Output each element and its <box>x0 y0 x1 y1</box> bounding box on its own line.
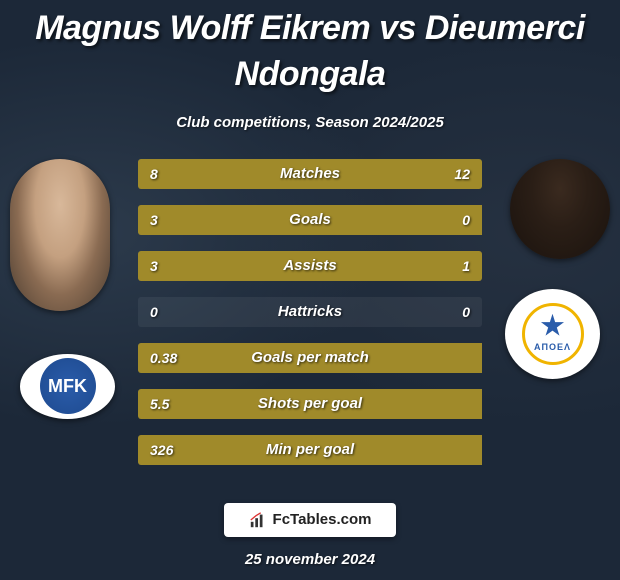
stat-row: 326Min per goal <box>138 435 482 465</box>
club-right-logo: ΑΠΟΕΛ <box>522 303 584 365</box>
brand-badge[interactable]: FcTables.com <box>224 503 396 537</box>
stat-row: 30Goals <box>138 205 482 235</box>
chart-icon <box>249 511 267 529</box>
stat-label: Shots per goal <box>138 389 482 419</box>
stat-row: 31Assists <box>138 251 482 281</box>
page-title: Magnus Wolff Eikrem vs Dieumerci Ndongal… <box>0 0 620 98</box>
stat-row: 812Matches <box>138 159 482 189</box>
stat-row: 0.38Goals per match <box>138 343 482 373</box>
stat-label: Assists <box>138 251 482 281</box>
stat-label: Goals per match <box>138 343 482 373</box>
stat-label: Matches <box>138 159 482 189</box>
club-right-badge: ΑΠΟΕΛ <box>505 289 600 379</box>
comparison-area: MFK ΑΠΟΕΛ 812Matches 30Goals 31Assists 00Ha… <box>0 159 620 489</box>
brand-text: FcTables.com <box>273 511 372 528</box>
subtitle: Club competitions, Season 2024/2025 <box>0 114 620 131</box>
stat-label: Min per goal <box>138 435 482 465</box>
player-right-avatar <box>510 159 610 259</box>
stat-row: 00Hattricks <box>138 297 482 327</box>
stat-label: Hattricks <box>138 297 482 327</box>
club-left-abbrev: MFK <box>40 358 96 414</box>
footer-date: 25 november 2024 <box>0 551 620 568</box>
club-right-name: ΑΠΟΕΛ <box>534 342 571 352</box>
stat-row: 5.5Shots per goal <box>138 389 482 419</box>
stat-label: Goals <box>138 205 482 235</box>
player-left-avatar <box>10 159 110 311</box>
club-left-badge: MFK <box>20 354 115 419</box>
stat-bars: 812Matches 30Goals 31Assists 00Hattricks 0.3… <box>138 159 482 481</box>
